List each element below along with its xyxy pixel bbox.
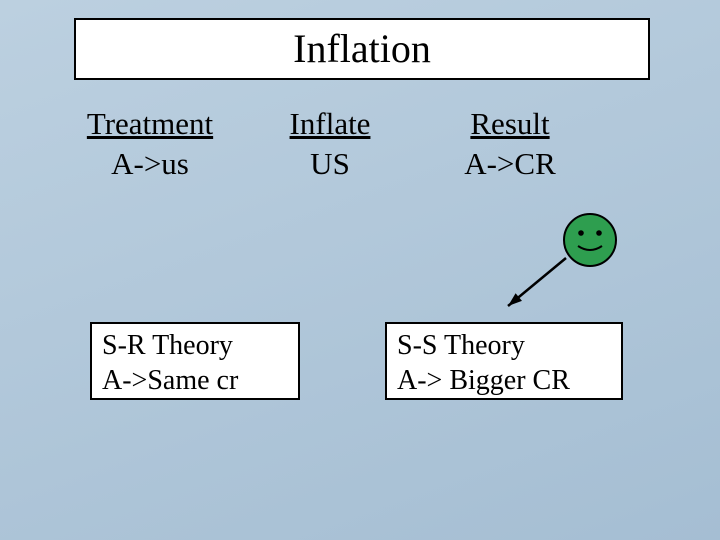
col-inflate-value: US: [310, 145, 350, 184]
col-result-value: A->CR: [464, 145, 556, 184]
title-box: Inflation: [74, 18, 650, 80]
slide-title: Inflation: [293, 24, 431, 74]
arrow-icon: [508, 258, 566, 306]
ss-theory-box: S-S Theory A-> Bigger CR: [385, 322, 623, 400]
overlay-svg: [0, 0, 720, 540]
ss-line1: S-S Theory: [397, 328, 525, 363]
sr-theory-box: S-R Theory A->Same cr: [90, 322, 300, 400]
sr-line1: S-R Theory: [102, 328, 233, 363]
col-inflate-header: Inflate: [290, 105, 371, 144]
col-treatment-value: A->us: [111, 145, 189, 184]
col-treatment-header: Treatment: [87, 105, 213, 144]
slide: Inflation Treatment A->us Inflate US Res…: [0, 0, 720, 540]
col-result-header: Result: [470, 105, 549, 144]
ss-line2: A-> Bigger CR: [397, 363, 570, 398]
smiley-icon: [564, 214, 616, 266]
sr-line2: A->Same cr: [102, 363, 238, 398]
